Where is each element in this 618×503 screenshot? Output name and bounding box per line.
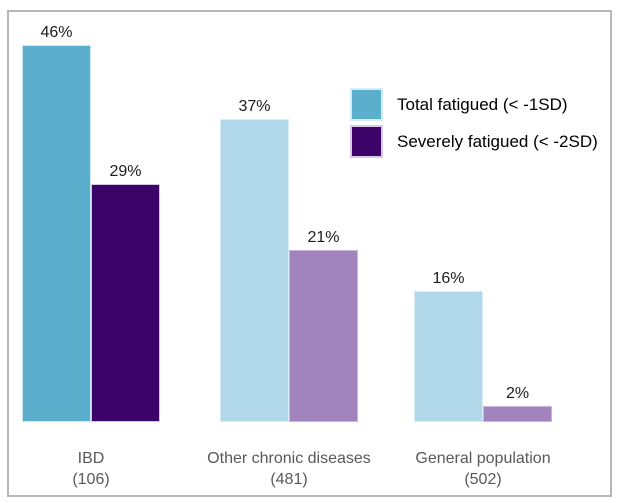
category-label-other-chronic-diseases: Other chronic diseases (481) (197, 448, 381, 490)
category-name: Other chronic diseases (207, 450, 371, 467)
category-name: General population (415, 450, 551, 467)
bar-value-label-severely-fatigued-1: 29% (109, 163, 142, 180)
bar-severely-fatigued-1 (91, 184, 160, 422)
legend-item-severely-fatigued: Severely fatigued (< -2SD) (350, 125, 598, 158)
category-count: (106) (72, 471, 110, 488)
bar-severely-fatigued-3 (483, 406, 552, 422)
bar-severely-fatigued-2 (289, 250, 358, 422)
legend-item-total-fatigued: Total fatigued (< -1SD) (350, 88, 568, 121)
category-label-general-population: General population (502) (391, 448, 575, 490)
legend-label-severely-fatigued: Severely fatigued (< -2SD) (397, 131, 598, 151)
legend-label-total-fatigued: Total fatigued (< -1SD) (397, 94, 568, 114)
legend-swatch-severely-fatigued (350, 125, 383, 158)
legend-swatch-total-fatigued (350, 88, 383, 121)
bar-total-fatigued-2 (220, 119, 289, 422)
bar-total-fatigued-1 (22, 45, 91, 422)
bar-value-label-total-fatigued-3: 16% (432, 270, 465, 287)
category-name: IBD (77, 450, 105, 467)
bar-value-label-severely-fatigued-2: 21% (307, 229, 340, 246)
category-count: (481) (270, 471, 308, 488)
bar-value-label-total-fatigued-2: 37% (238, 98, 271, 115)
category-label-ibd: IBD (106) (0, 448, 183, 490)
bar-value-label-total-fatigued-1: 46% (40, 24, 73, 41)
bar-total-fatigued-3 (414, 291, 483, 422)
bar-value-label-severely-fatigued-3: 2% (505, 385, 530, 402)
category-count: (502) (464, 471, 502, 488)
